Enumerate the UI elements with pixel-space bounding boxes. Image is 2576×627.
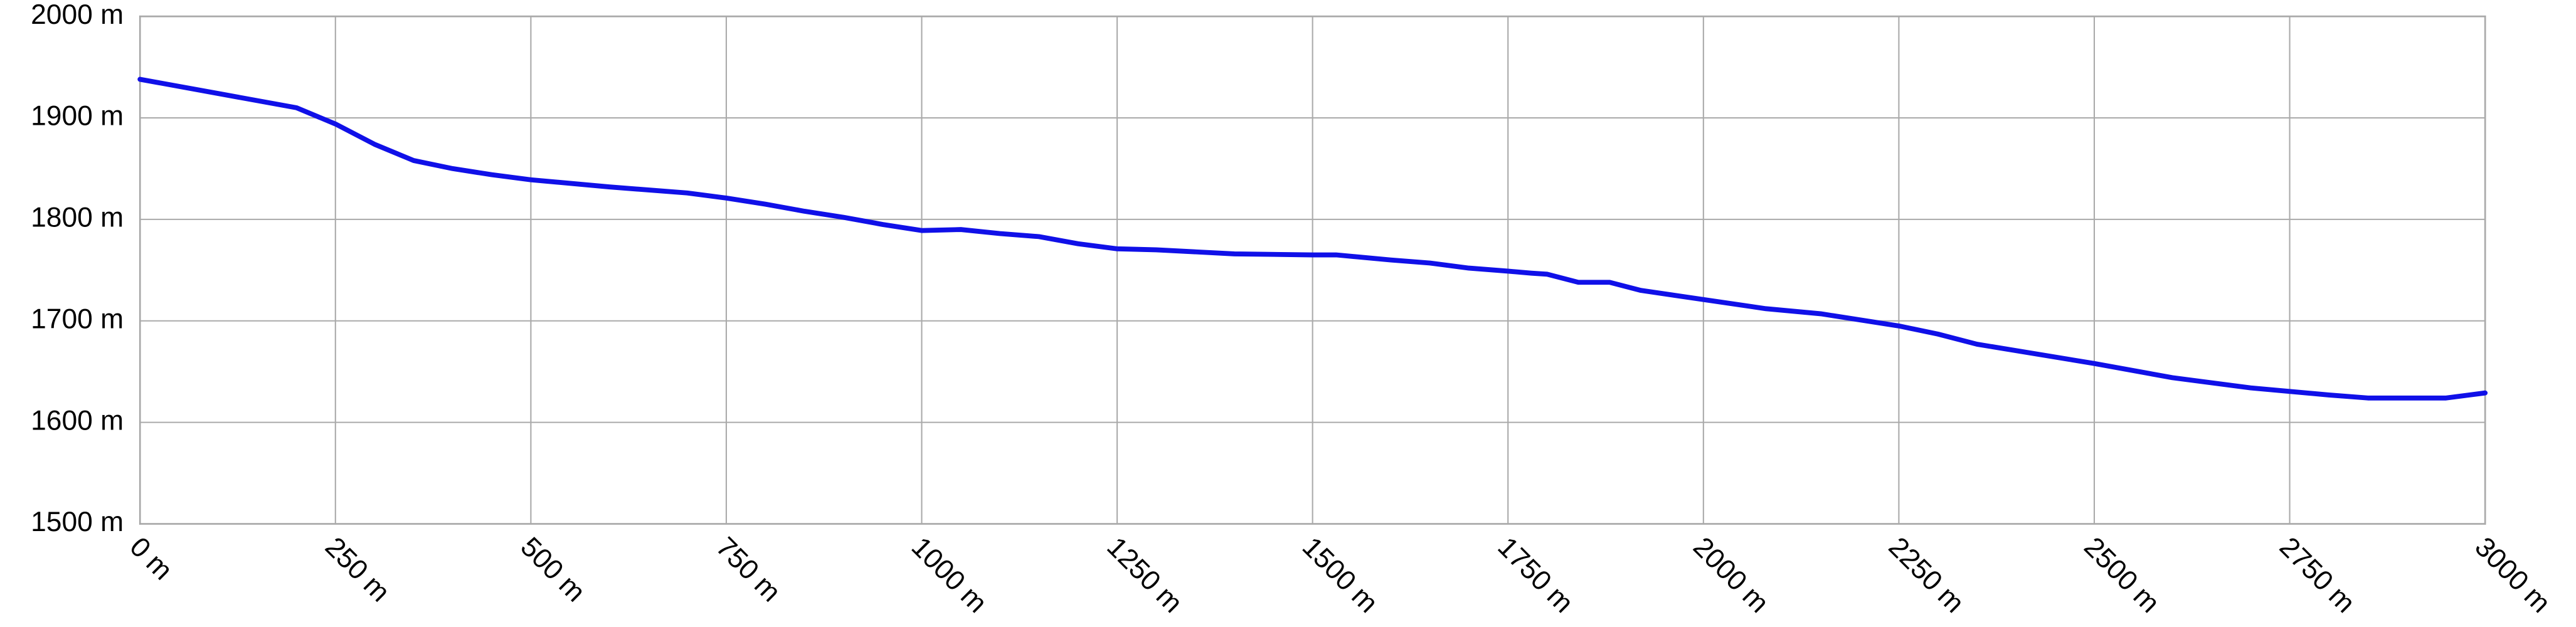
x-tick-label: 1500 m <box>1296 532 1384 619</box>
y-tick-label: 1500 m <box>31 507 124 537</box>
x-tick-label: 500 m <box>515 532 591 608</box>
x-tick-label: 2750 m <box>2274 532 2361 619</box>
elevation-line <box>137 76 2488 401</box>
x-tick-label: 1750 m <box>1492 532 1579 619</box>
x-tick-label: 250 m <box>319 532 396 608</box>
x-tick-label: 2500 m <box>2078 532 2165 619</box>
x-tick-label: 2250 m <box>1883 532 1970 619</box>
y-tick-label: 2000 m <box>31 0 124 30</box>
x-tick-label: 0 m <box>124 532 178 586</box>
x-tick-label: 750 m <box>710 532 787 608</box>
x-tick-label: 1000 m <box>906 532 993 619</box>
x-tick-label: 1250 m <box>1101 532 1188 619</box>
x-tick-label: 3000 m <box>2469 532 2556 619</box>
x-tick-label: 2000 m <box>1687 532 1774 619</box>
y-tick-label: 1900 m <box>31 101 124 132</box>
y-tick-label: 1800 m <box>31 203 124 233</box>
y-tick-label: 1600 m <box>31 405 124 436</box>
y-tick-label: 1700 m <box>31 303 124 334</box>
